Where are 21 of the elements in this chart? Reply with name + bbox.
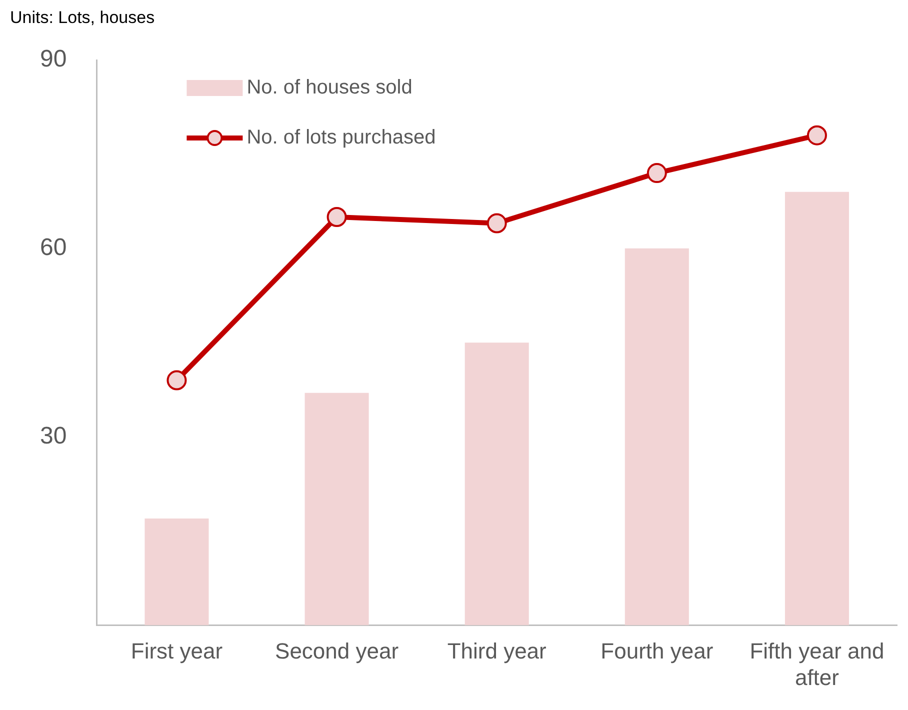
x-tick-label: Fourth year [600, 638, 714, 664]
x-tick-label: Third year [447, 638, 546, 664]
bar [624, 248, 689, 626]
x-tick-label: First year [130, 638, 223, 664]
y-tick-label: 30 [40, 422, 67, 450]
x-tick-label: Second year [275, 638, 399, 664]
point [166, 370, 187, 390]
y-tick-label: 90 [40, 46, 67, 73]
legend-label: No. of lots purchased [246, 126, 436, 149]
legend-label: No. of houses sold [246, 76, 412, 99]
y-tick-label: 60 [40, 234, 67, 262]
point [806, 125, 827, 146]
bar [784, 192, 849, 626]
bar [304, 392, 369, 626]
bar [464, 342, 529, 626]
point [646, 163, 667, 184]
point [486, 213, 507, 234]
text: Units: Lots, houses [10, 8, 155, 28]
bar [144, 518, 209, 626]
point [326, 207, 347, 227]
x-tick-label: Fifth year and after [750, 638, 884, 690]
